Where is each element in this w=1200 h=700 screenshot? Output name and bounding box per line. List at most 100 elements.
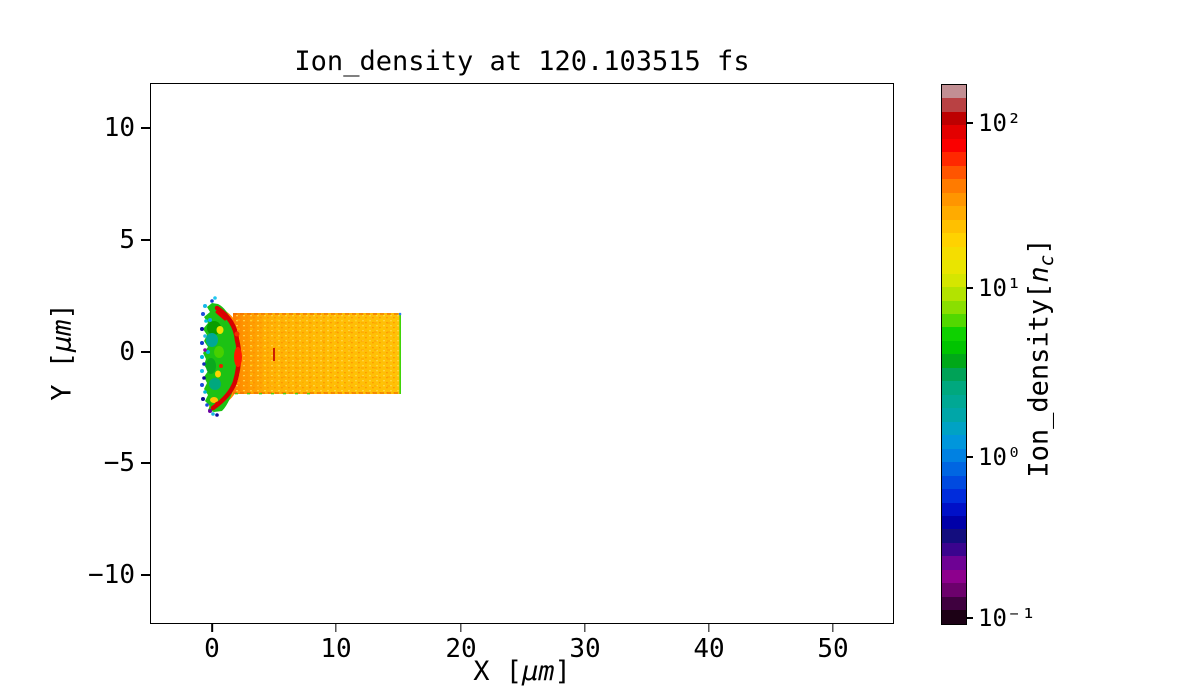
x-tick: 30: [569, 623, 601, 664]
colorbar-tick: 10²: [966, 111, 1021, 135]
x-tick-label: 0: [204, 634, 220, 664]
x-tick-label: 40: [693, 634, 725, 664]
colorbar-segment: [942, 489, 966, 503]
y-tick-mark: [141, 462, 150, 464]
front-yellow-patch3: [210, 397, 218, 403]
front-red-streak-top: [215, 310, 227, 321]
front-lime-patch: [214, 346, 224, 358]
colorbar-segment: [942, 583, 966, 597]
colorbar-segment: [942, 435, 966, 449]
x-tick: 10: [320, 623, 352, 664]
colorbar-segment: [942, 219, 966, 234]
plot-title: Ion_density at 120.103515 fs: [294, 46, 750, 77]
colorbar-segment: [942, 502, 966, 516]
y-tick-label: −5: [103, 448, 135, 478]
y-tick-label: 5: [119, 225, 135, 255]
colorbar-segment: [942, 98, 966, 112]
colorbar-segment: [942, 340, 966, 355]
colorbar-segment: [942, 85, 966, 99]
front-teal-patch: [206, 333, 218, 347]
x-tick-label: 50: [817, 634, 849, 664]
colorbar-label: Ion_density[nc]: [1023, 238, 1058, 478]
colorbar-segment: [942, 408, 966, 422]
colorbar-tick-label: 10²: [978, 109, 1022, 137]
front-edge-specks: [200, 296, 219, 417]
colorbar-tick-label: 10¹: [978, 274, 1022, 302]
density-map: [200, 296, 402, 417]
y-tick: 0: [0, 339, 150, 365]
colorbar: [941, 84, 967, 625]
colorbar-segment: [942, 367, 966, 382]
x-tick-mark: [832, 623, 834, 632]
colorbar-tick-mark: [966, 287, 973, 289]
x-tick-mark: [211, 623, 213, 632]
x-tick-label: 20: [445, 634, 477, 664]
colorbar-segment: [942, 206, 966, 220]
colorbar-segment: [942, 448, 966, 463]
y-tick: 5: [0, 227, 150, 253]
slab-noise-coarse: [233, 313, 401, 394]
colorbar-segment: [942, 381, 966, 395]
colorbar-segment: [942, 610, 966, 624]
colorbar-segment: [942, 327, 966, 341]
colorbar-segment: [942, 569, 966, 584]
colorbar-tick: 10⁻¹: [966, 606, 1036, 630]
colorbar-segment: [942, 233, 966, 247]
colorbar-segment: [942, 111, 966, 126]
x-tick: 20: [445, 623, 477, 664]
colorbar-segment: [942, 394, 966, 409]
y-tick: −10: [0, 562, 150, 588]
colorbar-segment: [942, 313, 966, 328]
colorbar-segment: [942, 138, 966, 153]
colorbar-segment: [942, 300, 966, 314]
y-tick-label: 10: [103, 113, 135, 143]
y-tick-mark: [141, 127, 150, 129]
colorbar-segment: [942, 152, 966, 166]
y-tick-mark: [141, 351, 150, 353]
colorbar-tick-mark: [966, 617, 973, 619]
colorbar-segment: [942, 165, 966, 180]
colorbar-tick-mark: [966, 456, 973, 458]
front-cyan-speck-inner: [206, 350, 210, 354]
x-tick-mark: [335, 623, 337, 632]
x-tick-label: 30: [569, 634, 601, 664]
colorbar-segment: [942, 273, 966, 288]
colorbar-segment: [942, 179, 966, 193]
colorbar-segment: [942, 529, 966, 543]
colorbar-segment: [942, 192, 966, 207]
colorbar-tick-label: 10⁻¹: [978, 604, 1036, 632]
colorbar-segment: [942, 125, 966, 139]
colorbar-segment: [942, 542, 966, 557]
front-yellow-patch: [216, 326, 224, 334]
colorbar-tick-mark: [966, 122, 973, 124]
x-tick-mark: [460, 623, 462, 632]
x-tick: 50: [817, 623, 849, 664]
x-tick: 40: [693, 623, 725, 664]
x-tick-mark: [584, 623, 586, 632]
front-cyan-speck-inner2: [208, 318, 212, 322]
y-axis-label: Y [μm]: [46, 303, 78, 401]
colorbar-segment: [942, 260, 966, 274]
colorbar-tick: 10¹: [966, 276, 1021, 300]
x-tick-mark: [708, 623, 710, 632]
x-tick-label: 10: [320, 634, 352, 664]
colorbar-segment: [942, 596, 966, 611]
y-tick-mark: [141, 239, 150, 241]
x-tick: 0: [204, 623, 220, 662]
colorbar-segment: [942, 354, 966, 368]
y-tick: −5: [0, 450, 150, 476]
colorbar-segment: [942, 556, 966, 570]
y-tick: 10: [0, 115, 150, 141]
colorbar-segment: [942, 475, 966, 490]
y-tick-mark: [141, 574, 150, 576]
colorbar-tick: 10⁰: [966, 445, 1021, 469]
colorbar-tick-label: 10⁰: [978, 443, 1022, 471]
front-yellow-patch2: [215, 370, 221, 378]
colorbar-segment: [942, 421, 966, 436]
arc-speck: [234, 331, 240, 337]
y-tick-label: 0: [119, 337, 135, 367]
colorbar-segment: [942, 516, 966, 530]
front-teal-patch2: [209, 378, 221, 390]
plot-area: [150, 83, 894, 624]
